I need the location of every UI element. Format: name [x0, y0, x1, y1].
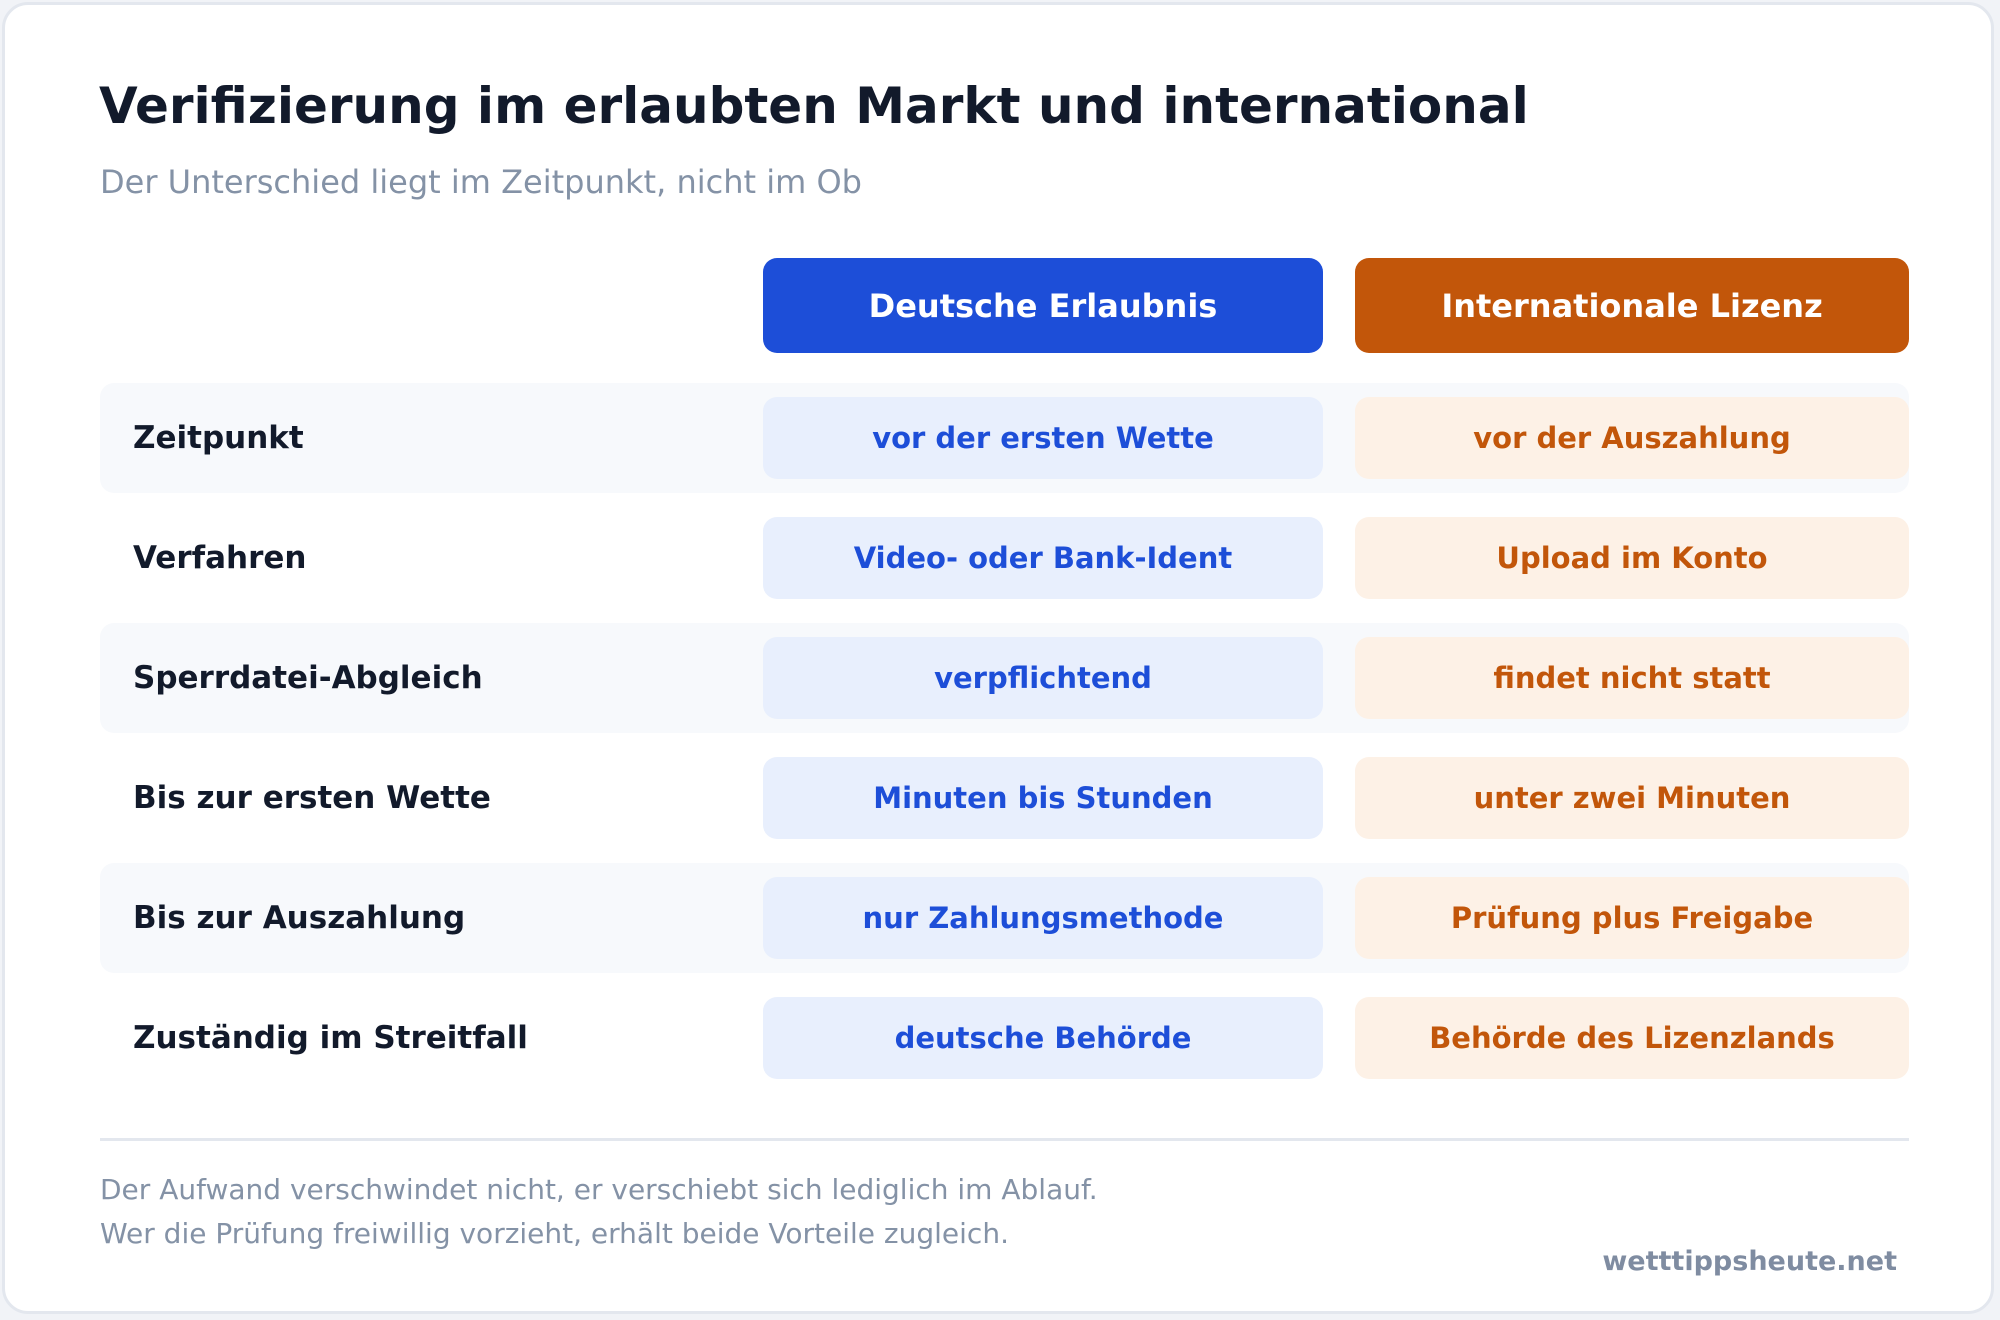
- page-title: Verifizierung im erlaubten Markt und int…: [99, 77, 1529, 135]
- international-value: Behörde des Lizenzlands: [1355, 997, 1909, 1079]
- table-row: Bis zur Auszahlung nur Zahlungsmethode P…: [100, 863, 1909, 973]
- row-label: Sperrdatei-Abgleich: [133, 660, 483, 696]
- german-value: Video- oder Bank-Ident: [763, 517, 1323, 599]
- german-value: nur Zahlungsmethode: [763, 877, 1323, 959]
- column-header-international: Internationale Lizenz: [1355, 258, 1909, 353]
- table-row: Zuständig im Streitfall deutsche Behörde…: [100, 983, 1909, 1093]
- page-subtitle: Der Unterschied liegt im Zeitpunkt, nich…: [100, 163, 862, 201]
- table-row: Verfahren Video- oder Bank-Ident Upload …: [100, 503, 1909, 613]
- table-row: Zeitpunkt vor der ersten Wette vor der A…: [100, 383, 1909, 493]
- row-label: Verfahren: [133, 540, 307, 576]
- footnote-line-1: Der Aufwand verschwindet nicht, er versc…: [100, 1173, 1098, 1206]
- brand-domain: wetttippsheute.net: [1602, 1246, 1897, 1277]
- german-value: Minuten bis Stunden: [763, 757, 1323, 839]
- international-value: unter zwei Minuten: [1355, 757, 1909, 839]
- row-label: Bis zur ersten Wette: [133, 780, 491, 816]
- international-value: Upload im Konto: [1355, 517, 1909, 599]
- row-label: Zuständig im Streitfall: [133, 1020, 528, 1056]
- german-value: verpflichtend: [763, 637, 1323, 719]
- german-value: vor der ersten Wette: [763, 397, 1323, 479]
- international-value: findet nicht statt: [1355, 637, 1909, 719]
- table-row: Sperrdatei-Abgleich verpflichtend findet…: [100, 623, 1909, 733]
- table-row: Bis zur ersten Wette Minuten bis Stunden…: [100, 743, 1909, 853]
- row-label: Bis zur Auszahlung: [133, 900, 466, 936]
- column-header-german: Deutsche Erlaubnis: [763, 258, 1323, 353]
- row-label: Zeitpunkt: [133, 420, 304, 456]
- german-value: deutsche Behörde: [763, 997, 1323, 1079]
- footer-divider: [100, 1138, 1909, 1141]
- international-value: vor der Auszahlung: [1355, 397, 1909, 479]
- footnote-line-2: Wer die Prüfung freiwillig vorzieht, erh…: [100, 1217, 1009, 1250]
- international-value: Prüfung plus Freigabe: [1355, 877, 1909, 959]
